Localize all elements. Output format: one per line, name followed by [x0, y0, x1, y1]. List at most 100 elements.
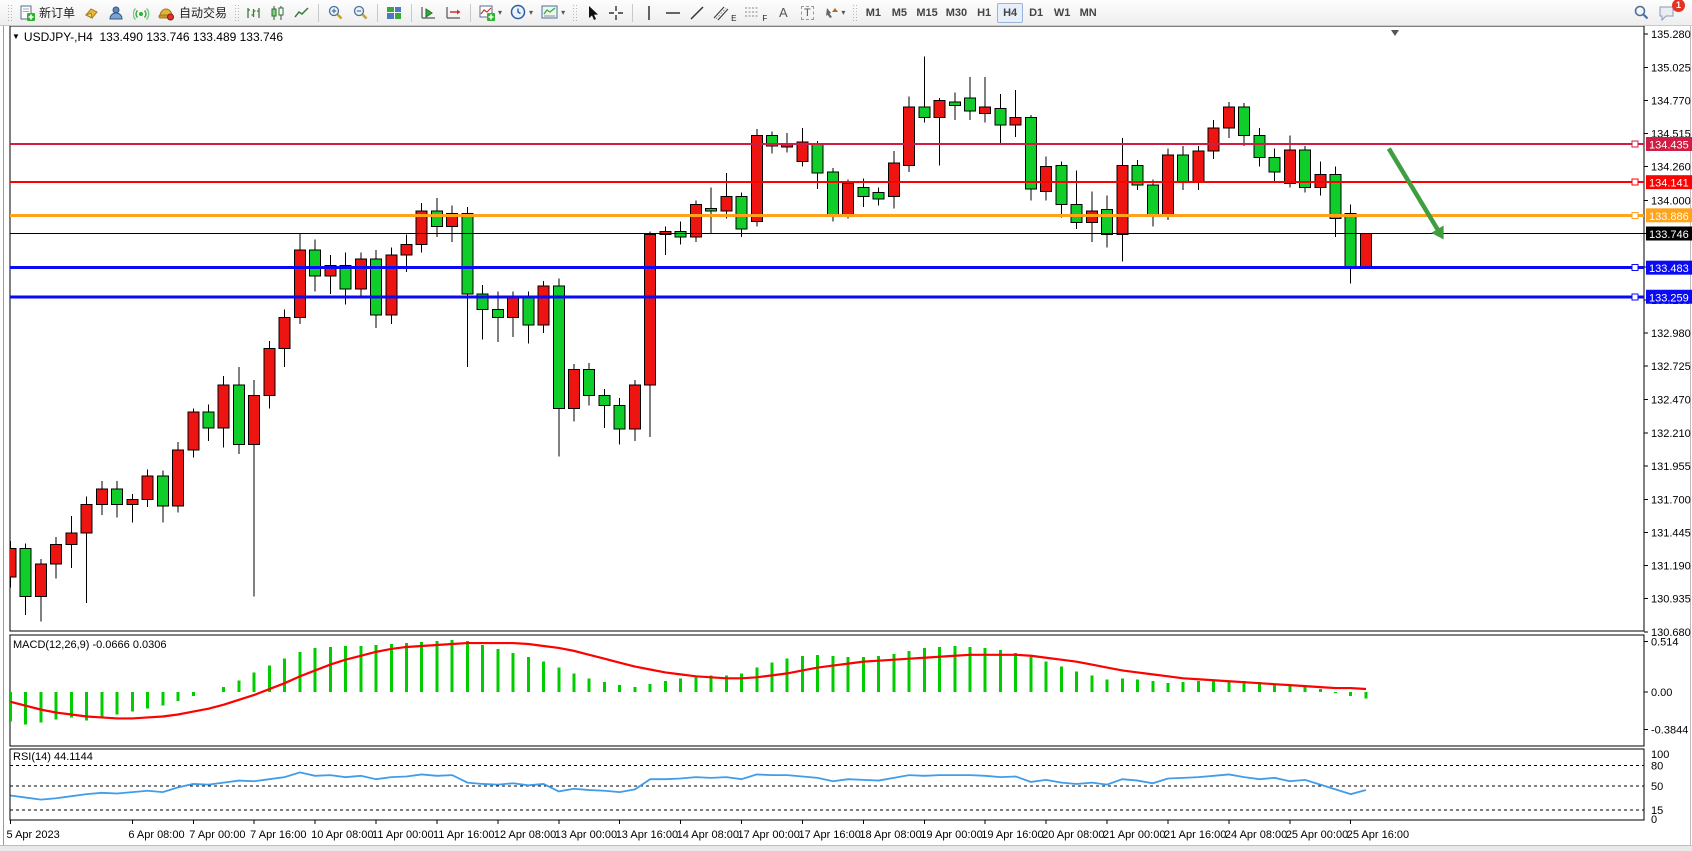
price-line-axis-text: 133.259 — [1649, 292, 1689, 304]
symbol-title[interactable]: ▼ USDJPY-,H4 133.490 133.746 133.489 133.… — [12, 30, 283, 44]
timeframe-M30[interactable]: M30 — [945, 6, 968, 19]
time-axis[interactable]: 5 Apr 2023 6 Apr 08:00 7 Apr 00:00 7 Apr 16… — [7, 820, 1410, 841]
candle — [659, 226, 672, 256]
candle — [476, 284, 489, 340]
price-line-handle[interactable] — [1631, 293, 1639, 301]
crosshair-tool-button[interactable] — [604, 2, 628, 24]
autotrading-button[interactable]: 自动交易 — [154, 2, 231, 24]
time-tick-label: 18 Apr 08:00 — [859, 829, 921, 841]
line-chart-icon — [294, 6, 309, 17]
trendline-tool-button[interactable] — [685, 2, 709, 24]
search-button[interactable] — [1629, 2, 1654, 24]
macd-indicator-label: MACD(12,26,9) -0.0666 0.0306 — [13, 639, 167, 651]
trend-arrow-object[interactable] — [1386, 147, 1442, 234]
toolbar-grip[interactable] — [7, 3, 12, 22]
indicators-button[interactable] — [475, 2, 506, 24]
time-tick-label: 14 Apr 08:00 — [677, 829, 739, 841]
metaeditor-button[interactable] — [79, 2, 104, 24]
periods-button[interactable] — [506, 2, 537, 24]
text-tool-button[interactable]: A — [771, 2, 795, 24]
candle — [918, 56, 931, 123]
candle-body — [826, 171, 839, 217]
bar-chart-icon — [247, 7, 260, 18]
toolbar-grip[interactable] — [852, 3, 858, 22]
candle — [309, 239, 322, 292]
candle — [50, 536, 63, 579]
periods-icon — [510, 4, 526, 20]
candle-body — [491, 309, 504, 318]
time-tick-label: 19 Apr 16:00 — [981, 829, 1043, 841]
one-click-collapse-icon[interactable]: ▼ — [12, 32, 20, 41]
zoom-out-button[interactable] — [348, 2, 373, 24]
price-line-handle[interactable] — [1631, 264, 1639, 272]
timeframe-M5[interactable]: M5 — [891, 6, 907, 19]
candle — [1314, 161, 1327, 196]
channel-tool-button[interactable]: E — [709, 2, 740, 24]
cursor-tool-button[interactable] — [580, 2, 604, 24]
price-line-handle[interactable] — [1631, 178, 1639, 186]
auto-scroll-button[interactable] — [416, 2, 441, 24]
new-order-button[interactable]: 新订单 — [15, 2, 79, 24]
timeframe-H1[interactable]: H1 — [977, 6, 992, 19]
window-bottom-edge — [0, 845, 1692, 851]
price-line-handle[interactable] — [1631, 140, 1639, 148]
tile-windows-button[interactable] — [382, 2, 407, 24]
candle-body — [476, 293, 489, 311]
chart-canvas[interactable]: 135.280135.025134.770134.515134.260134.0… — [0, 26, 1692, 851]
candle-body — [1070, 203, 1083, 224]
line-chart-button[interactable] — [290, 2, 314, 24]
signals-button[interactable] — [129, 2, 154, 24]
vertical-line-tool-button[interactable] — [637, 2, 661, 24]
horizontal-line-tool-button[interactable] — [661, 2, 685, 24]
time-tick-label: 10 Apr 08:00 — [311, 829, 373, 841]
arrows-tool-button[interactable] — [819, 2, 849, 24]
timeframe-M15[interactable]: M15 — [916, 6, 938, 19]
candle-body — [1359, 233, 1372, 268]
candle — [552, 278, 565, 457]
label-tool-button[interactable]: T — [795, 2, 819, 24]
autotrading-icon — [158, 7, 175, 20]
chart-window[interactable]: 135.280 135.025 134.770 134.515 134.260 134.0… — [0, 26, 1692, 851]
channel-sub-label: E — [731, 13, 737, 23]
zoom-in-button[interactable] — [323, 2, 348, 24]
candle — [537, 281, 550, 334]
price-line-axis-label — [1646, 137, 1692, 151]
toolbar-grip[interactable] — [572, 3, 578, 22]
candle-body — [872, 192, 885, 200]
timeframe-group: M1 M5 M15 M30 H1 H4 D1 W1 MN — [860, 2, 1101, 23]
candle — [568, 364, 581, 422]
notification-badge: 1 — [1672, 0, 1685, 12]
timeframe-D1[interactable]: D1 — [1029, 6, 1044, 19]
candle — [842, 179, 855, 219]
market-button[interactable] — [104, 2, 129, 24]
candle-body — [1131, 164, 1144, 186]
timeframe-M1[interactable]: M1 — [865, 6, 881, 19]
fibonacci-icon — [745, 7, 760, 16]
candle — [1024, 114, 1037, 201]
candle — [446, 205, 459, 243]
candle — [10, 540, 17, 588]
candle-body — [293, 249, 306, 318]
candle — [1238, 103, 1251, 146]
chart-shift-marker[interactable] — [1391, 30, 1399, 36]
candle — [766, 131, 778, 154]
signals-icon — [133, 7, 150, 20]
timeframe-H4[interactable]: H4 — [997, 2, 1024, 23]
bar-chart-button[interactable] — [242, 2, 266, 24]
candle — [187, 408, 200, 458]
price-line-axis-label — [1646, 289, 1692, 304]
templates-icon — [541, 5, 558, 19]
candle — [720, 173, 733, 219]
timeframe-W1[interactable]: W1 — [1053, 6, 1071, 19]
notifications-button[interactable]: 1 — [1654, 0, 1685, 24]
fibonacci-tool-button[interactable]: F — [740, 2, 771, 24]
candle — [278, 309, 291, 367]
toolbar-grip[interactable] — [234, 3, 240, 22]
chart-shift-button[interactable] — [441, 2, 466, 24]
timeframe-MN[interactable]: MN — [1079, 6, 1097, 19]
candle — [156, 470, 169, 523]
candlestick-chart-button[interactable] — [266, 2, 290, 24]
candle-body — [1161, 154, 1174, 217]
templates-button[interactable] — [537, 2, 569, 24]
price-line-handle[interactable] — [1631, 211, 1639, 219]
